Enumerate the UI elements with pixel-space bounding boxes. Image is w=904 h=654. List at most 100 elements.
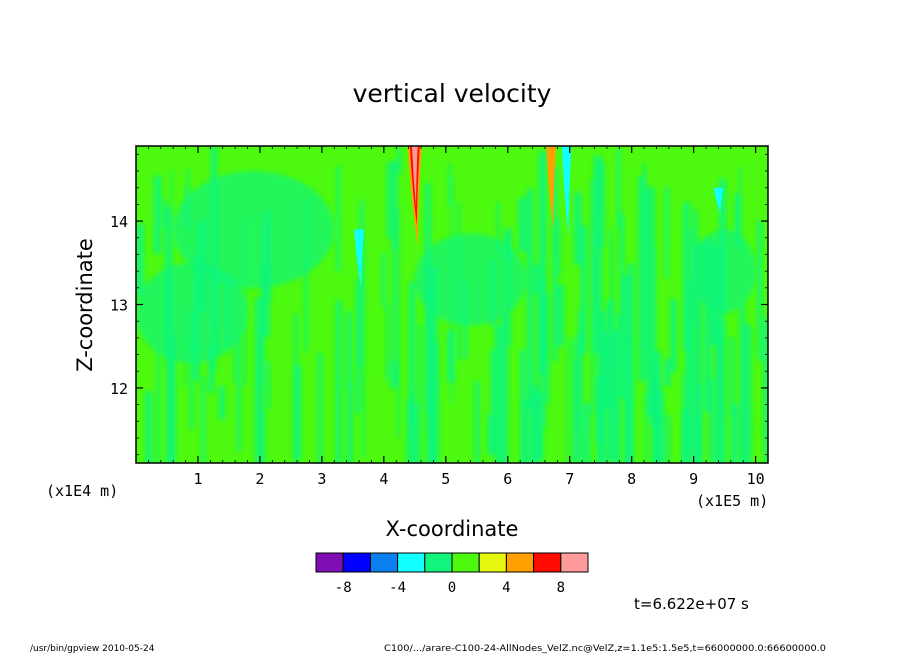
- field-stripe: [409, 281, 415, 427]
- field-stripe: [412, 403, 418, 463]
- field-stripe: [552, 166, 558, 362]
- colorbar-swatch: [342, 552, 371, 573]
- field-stripe: [526, 189, 534, 410]
- time-label: t=6.622e+07 s: [634, 595, 749, 613]
- colorbar-swatch: [315, 552, 344, 573]
- field-stripe: [651, 360, 657, 463]
- colorbar-swatch: [533, 552, 562, 573]
- field-stripe: [336, 165, 341, 272]
- field-stripe: [346, 381, 353, 463]
- x-axis: 1 2 3 4 5 6 7 8 9 10: [147, 146, 769, 488]
- field-stripe: [626, 364, 630, 463]
- field-stripe: [169, 334, 176, 463]
- colorbar-swatch: [560, 552, 589, 573]
- velocity-feature: [354, 229, 364, 288]
- field-stripe: [538, 151, 547, 375]
- field-stripe: [392, 244, 396, 363]
- field-stripe: [153, 176, 162, 254]
- field-stripe: [646, 187, 655, 416]
- field-stripe: [186, 168, 189, 196]
- x-tick-label: 6: [503, 470, 512, 488]
- field-stripe: [595, 377, 604, 445]
- field-stripe: [664, 359, 671, 387]
- field-stripe: [346, 311, 352, 388]
- field-stripe: [597, 234, 603, 426]
- field-stripe: [739, 304, 745, 463]
- field-stripe: [426, 291, 431, 463]
- x-tick-label: 7: [565, 470, 574, 488]
- velocity-feature: [713, 187, 724, 213]
- z-scale-note: (x1E4 m): [46, 482, 118, 500]
- field-stripe: [665, 187, 669, 278]
- field-stripe: [487, 413, 493, 456]
- field-stripe: [428, 410, 436, 463]
- field-stripe: [696, 240, 702, 403]
- field-region: [136, 262, 248, 363]
- velocity-feature: [561, 146, 572, 238]
- x-tick-label: 4: [379, 470, 388, 488]
- field-stripe: [583, 403, 591, 463]
- field-stripe: [359, 199, 364, 366]
- colorbar: -8 -4 0 4 8: [315, 552, 589, 596]
- field-stripe: [356, 279, 361, 414]
- footer-left: /usr/bin/gpview 2010-05-24: [30, 644, 155, 654]
- x-tick-label: 5: [441, 470, 450, 488]
- field-stripe: [335, 300, 342, 463]
- field-stripe: [683, 201, 691, 351]
- field-stripe: [670, 298, 677, 372]
- field-region: [414, 233, 527, 326]
- field-features: [354, 146, 724, 288]
- y-tick-label: 14: [110, 213, 128, 231]
- field-stripe: [644, 393, 647, 463]
- field-stripe: [665, 414, 670, 463]
- field-stripe: [619, 212, 624, 398]
- field-stripe: [616, 314, 621, 463]
- field-stripe: [447, 330, 455, 382]
- y-axis: 12 13 14: [110, 153, 768, 456]
- field-stripe: [136, 253, 140, 283]
- field-stripe: [643, 163, 646, 349]
- field-stripe: [218, 386, 225, 420]
- colorbar-swatch: [424, 552, 453, 573]
- x-tick-label: 9: [689, 470, 698, 488]
- field-stripe: [590, 179, 594, 414]
- field-stripe: [681, 409, 688, 463]
- field-stripe: [201, 376, 205, 463]
- plot-field: [136, 146, 768, 463]
- field-stripe: [535, 393, 544, 463]
- colorbar-tick-label: 8: [557, 580, 565, 596]
- field-stripe: [593, 156, 602, 211]
- field-stripe: [391, 160, 398, 249]
- field-stripe: [261, 266, 265, 387]
- field-stripe: [518, 197, 527, 253]
- field-stripe: [729, 336, 735, 417]
- colorbar-swatch: [451, 552, 480, 573]
- x-scale-note: (x1E5 m): [696, 492, 768, 510]
- field-stripe: [520, 349, 526, 463]
- velocity-feature: [412, 146, 418, 207]
- colorbar-swatch: [478, 552, 507, 573]
- field-stripe: [157, 349, 160, 463]
- field-stripe: [418, 324, 421, 463]
- x-tick-label: 2: [255, 470, 264, 488]
- field-stripe: [553, 192, 556, 258]
- field-stripe: [501, 315, 509, 463]
- field-stripe: [685, 280, 693, 463]
- field-stripe: [577, 330, 580, 459]
- colorbar-tick-label: -4: [389, 580, 406, 596]
- field-stripe: [293, 365, 301, 461]
- field-stripe: [693, 246, 697, 463]
- field-stripe: [145, 391, 153, 463]
- field-stripe: [385, 304, 389, 381]
- field-stripe: [524, 398, 530, 463]
- field-stripe: [208, 347, 215, 393]
- field-stripe: [730, 403, 739, 463]
- colorbar-swatch: [505, 552, 535, 573]
- field-stripe: [304, 202, 308, 352]
- x-tick-label: 10: [747, 470, 765, 488]
- field-stripe: [165, 356, 172, 463]
- field-stripe: [170, 171, 173, 335]
- colorbar-tick-label: 4: [502, 580, 510, 596]
- field-stripe: [317, 353, 322, 463]
